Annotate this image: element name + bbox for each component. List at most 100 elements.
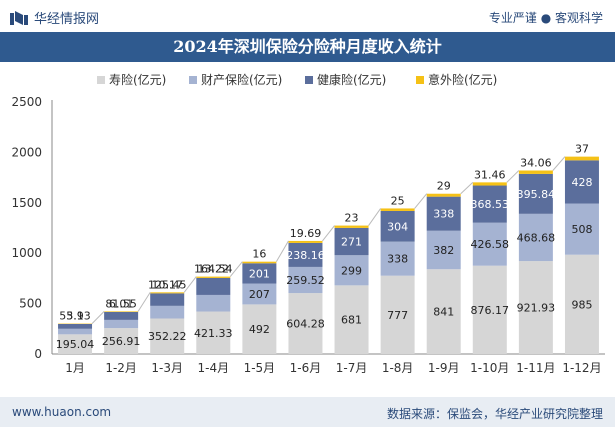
data-label: 25: [391, 194, 405, 207]
data-label: 31.46: [474, 168, 506, 181]
data-source: 数据来源：保监会，华经产业研究院整理: [386, 407, 603, 421]
data-label: 23: [345, 212, 359, 225]
website-link[interactable]: www.huaon.com: [12, 405, 112, 419]
bar-segment: [380, 241, 415, 276]
data-label: 368.53: [471, 198, 510, 211]
data-label: 125.45: [148, 278, 187, 291]
bar-segment: [58, 334, 93, 354]
bar-segment: [58, 323, 93, 329]
bar-segment: [58, 328, 93, 335]
legend-label: 意外险(亿元): [428, 72, 497, 87]
y-tick-label: 0: [34, 347, 42, 361]
y-tick-label: 2000: [11, 145, 42, 159]
bar-segment: [288, 242, 323, 267]
bar-segment: [380, 210, 415, 242]
data-label: 201: [249, 267, 270, 280]
trend-connector: [183, 276, 197, 293]
x-tick-label: 1-11月: [516, 361, 555, 375]
bar-segment: [196, 294, 231, 312]
trend-connector: [460, 181, 474, 195]
legend-swatch: [189, 76, 197, 84]
legend-label: 寿险(亿元): [109, 72, 166, 87]
bar-segment: [518, 261, 553, 354]
bar-segment: [150, 292, 185, 294]
data-label: 13.22: [198, 263, 230, 276]
trend-connector: [506, 170, 520, 183]
legend-swatch: [305, 76, 313, 84]
data-label: 256.91: [102, 335, 141, 348]
data-label: 382: [433, 244, 454, 257]
bar-segment: [334, 227, 369, 256]
trend-connector: [414, 193, 428, 209]
trend-connector: [91, 311, 105, 324]
data-label: 78.15: [105, 284, 137, 297]
x-tick-label: 1-5月: [244, 361, 276, 375]
bar-segment: [104, 311, 139, 313]
data-label: 3.9: [66, 310, 84, 323]
data-label: 985: [571, 298, 592, 311]
bar-segment: [426, 193, 461, 197]
data-label: 34.06: [520, 156, 552, 169]
brand-logo-icon: [10, 10, 28, 25]
data-label: 19.69: [290, 227, 322, 240]
data-label: 81.55: [105, 297, 137, 310]
data-label: 921.93: [517, 302, 556, 315]
bar-segment: [196, 311, 231, 354]
bar-segment: [518, 213, 553, 262]
bar-segment: [242, 304, 277, 354]
trend-connector: [322, 225, 335, 242]
bar-segment: [380, 208, 415, 211]
data-label: 168.77: [194, 250, 233, 263]
y-tick-label: 500: [19, 297, 42, 311]
bar-segment: [242, 261, 277, 264]
x-tick-label: 1-12月: [562, 361, 601, 375]
bar-segment: [426, 196, 461, 231]
x-tick-label: 1-6月: [290, 361, 322, 375]
data-label: 10.17: [151, 278, 183, 291]
data-label: 604.28: [286, 318, 325, 331]
legend-label: 财产保险(亿元): [201, 72, 282, 87]
x-tick-label: 1-9月: [428, 361, 460, 375]
x-tick-label: 1-3月: [151, 361, 183, 375]
bar-segment: [518, 173, 553, 214]
y-tick-label: 1500: [11, 196, 42, 210]
trend-connector: [137, 292, 151, 312]
x-tick-label: 1-7月: [336, 361, 368, 375]
x-tick-label: 1月: [65, 361, 85, 375]
bar-segment: [472, 185, 507, 223]
x-tick-label: 1-4月: [197, 361, 229, 375]
bar-segment: [472, 265, 507, 354]
bar-segment: [334, 285, 369, 354]
top-bar: 华经情报网 专业严谨 ● 客观科学: [0, 0, 615, 32]
bar-segment: [426, 230, 461, 270]
data-label: 338: [433, 208, 454, 221]
bar-segment: [242, 283, 277, 305]
bar-segment: [472, 182, 507, 186]
bar-segment: [518, 170, 553, 174]
legend-swatch: [416, 76, 424, 84]
data-label: 428: [571, 176, 592, 189]
bar-segment: [104, 312, 139, 320]
bar-segment: [288, 293, 323, 354]
chart-title: 2024年深圳保险分险种月度收入统计: [173, 37, 442, 56]
legend-swatch: [97, 76, 105, 84]
bar-segment: [104, 328, 139, 354]
data-label: 304: [387, 220, 408, 233]
data-label: 352.22: [148, 330, 187, 343]
data-label: 207: [249, 288, 270, 301]
bar-segment: [380, 275, 415, 354]
data-label: 259.52: [286, 274, 325, 287]
x-tick-label: 1-2月: [105, 361, 137, 375]
legend-label: 健康险(亿元): [317, 72, 386, 87]
data-label: 271: [341, 236, 362, 249]
bar-segment: [288, 240, 323, 243]
bar-segment: [334, 255, 369, 286]
data-label: 16: [252, 248, 266, 261]
data-label: 238.16: [286, 249, 325, 262]
data-label: 421.33: [194, 327, 233, 340]
data-label: 426.58: [471, 238, 510, 251]
bar-segment: [564, 254, 599, 354]
bar-segment: [334, 225, 369, 228]
data-label: 195.04: [56, 338, 95, 351]
bar-segment: [564, 160, 599, 204]
